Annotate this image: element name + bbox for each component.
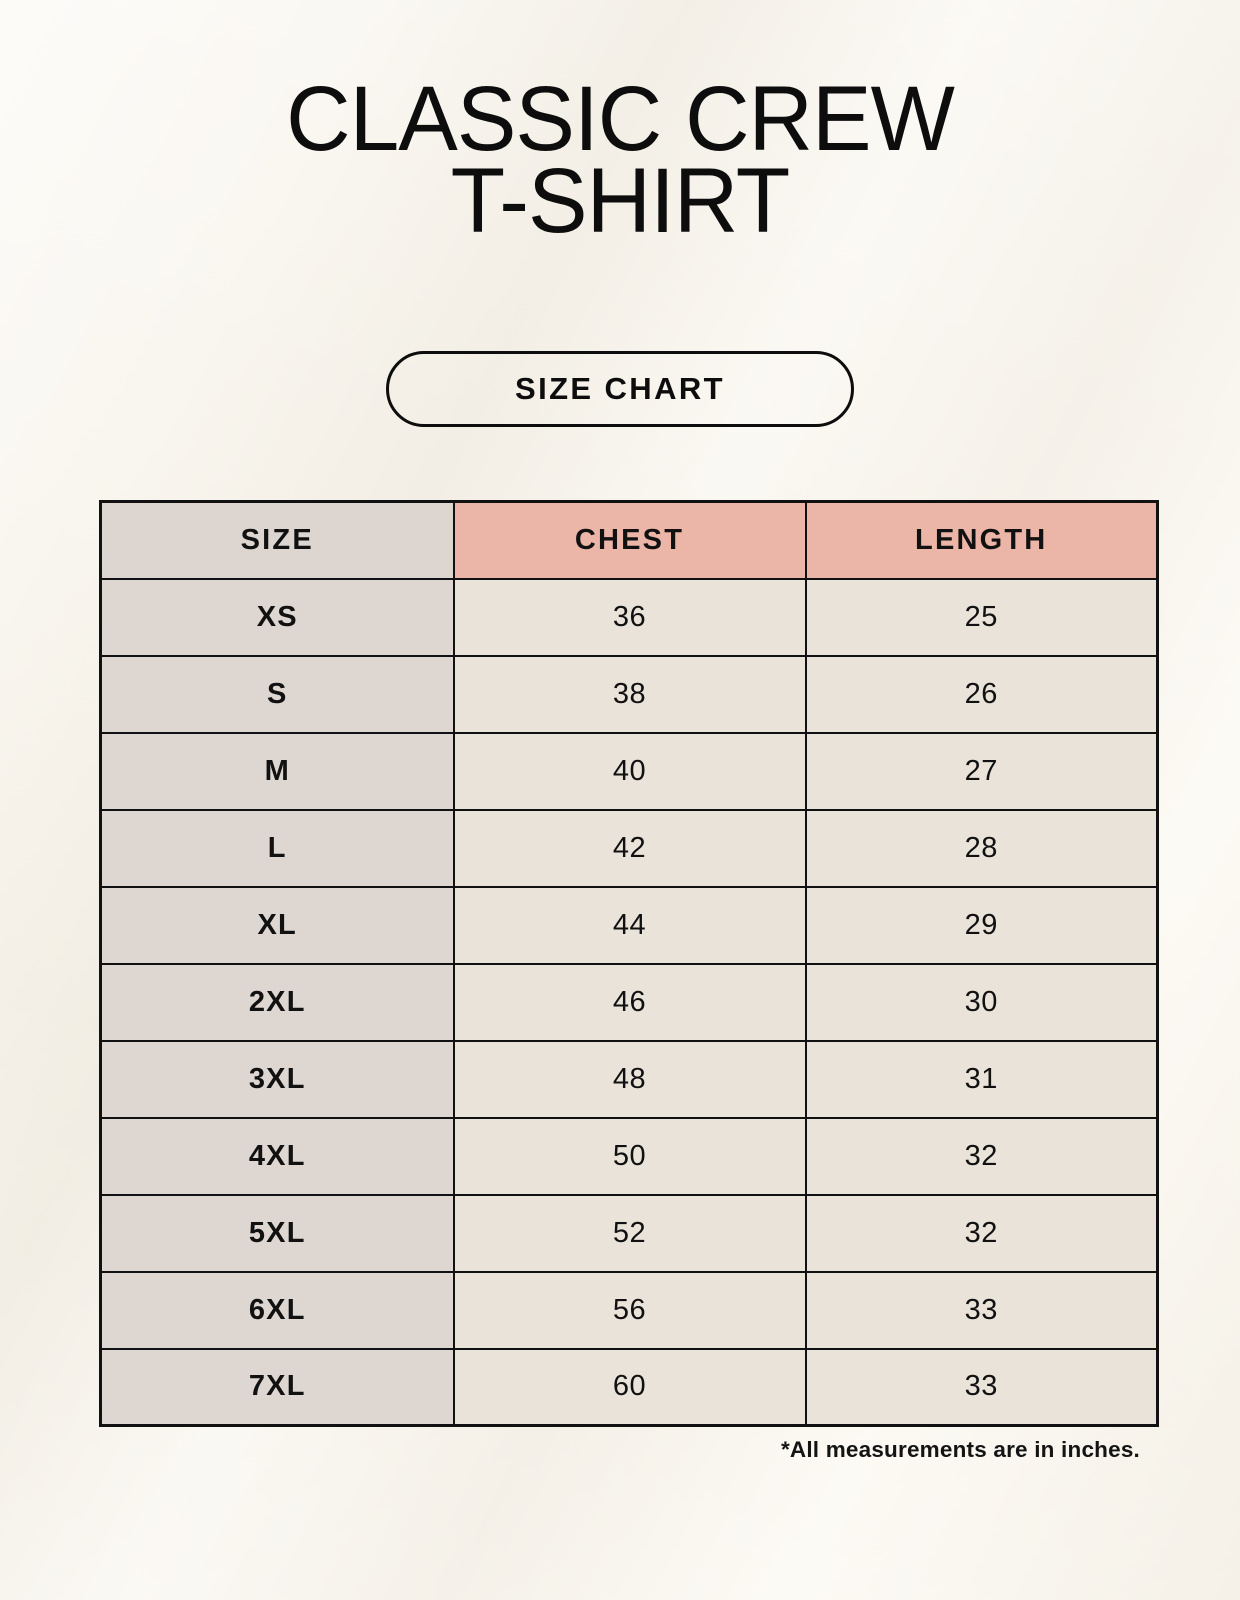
cell-length: 32: [804, 1116, 1159, 1196]
column-header-size: SIZE: [99, 500, 455, 580]
cell-chest: 48: [452, 1039, 807, 1119]
cell-chest: 52: [452, 1193, 807, 1273]
cell-chest: 36: [452, 577, 807, 657]
table-row: XS 36 25: [99, 577, 1159, 657]
table-row: 6XL 56 33: [99, 1270, 1159, 1350]
table-row: L 42 28: [99, 808, 1159, 888]
cell-length: 29: [804, 885, 1159, 965]
size-table-container: SIZE CHEST LENGTH XS 36 25 S 38 26 M 40 27 L 42 28 X…: [99, 500, 1159, 1427]
cell-size: S: [99, 654, 455, 734]
size-chart-badge: SIZE CHART: [386, 351, 854, 427]
cell-length: 30: [804, 962, 1159, 1042]
cell-size: 5XL: [99, 1193, 455, 1273]
title-line-2: T-SHIRT: [450, 150, 791, 252]
table-row: 5XL 52 32: [99, 1193, 1159, 1273]
cell-size: XL: [99, 885, 455, 965]
table-row: 3XL 48 31: [99, 1039, 1159, 1119]
cell-size: 4XL: [99, 1116, 455, 1196]
cell-length: 33: [804, 1270, 1159, 1350]
cell-length: 26: [804, 654, 1159, 734]
cell-size: 6XL: [99, 1270, 455, 1350]
page-title: CLASSIC CREW T-SHIRT: [0, 68, 1240, 252]
cell-length: 28: [804, 808, 1159, 888]
measurement-footnote: *All measurements are in inches.: [780, 1437, 1140, 1462]
table-row: 7XL 60 33: [99, 1347, 1159, 1427]
cell-size: 7XL: [99, 1347, 455, 1427]
cell-length: 25: [804, 577, 1159, 657]
cell-chest: 44: [452, 885, 807, 965]
table-row: S 38 26: [99, 654, 1159, 734]
table-row: 2XL 46 30: [99, 962, 1159, 1042]
cell-chest: 40: [452, 731, 807, 811]
cell-length: 32: [804, 1193, 1159, 1273]
table-row: XL 44 29: [99, 885, 1159, 965]
size-chart-table: SIZE CHEST LENGTH XS 36 25 S 38 26 M 40 27 L 42 28 X…: [99, 500, 1159, 1427]
cell-size: M: [99, 731, 455, 811]
cell-length: 33: [804, 1347, 1159, 1427]
cell-size: 2XL: [99, 962, 455, 1042]
cell-chest: 60: [452, 1347, 807, 1427]
cell-chest: 46: [452, 962, 807, 1042]
table-body: XS 36 25 S 38 26 M 40 27 L 42 28 XL 44 29 2XL 46 30 3XL 48 3…: [99, 577, 1159, 1427]
cell-length: 27: [804, 731, 1159, 811]
column-header-chest: CHEST: [452, 500, 807, 580]
badge-container: SIZE CHART: [0, 351, 1240, 427]
cell-chest: 42: [452, 808, 807, 888]
table-header-row: SIZE CHEST LENGTH: [99, 500, 1159, 580]
cell-chest: 56: [452, 1270, 807, 1350]
cell-chest: 38: [452, 654, 807, 734]
title-line-1: CLASSIC CREW: [286, 68, 955, 170]
column-header-length: LENGTH: [804, 500, 1159, 580]
cell-chest: 50: [452, 1116, 807, 1196]
table-header: SIZE CHEST LENGTH: [99, 500, 1159, 580]
cell-length: 31: [804, 1039, 1159, 1119]
table-row: M 40 27: [99, 731, 1159, 811]
size-chart-badge-label: SIZE CHART: [515, 371, 725, 406]
cell-size: 3XL: [99, 1039, 455, 1119]
cell-size: XS: [99, 577, 455, 657]
cell-size: L: [99, 808, 455, 888]
table-row: 4XL 50 32: [99, 1116, 1159, 1196]
